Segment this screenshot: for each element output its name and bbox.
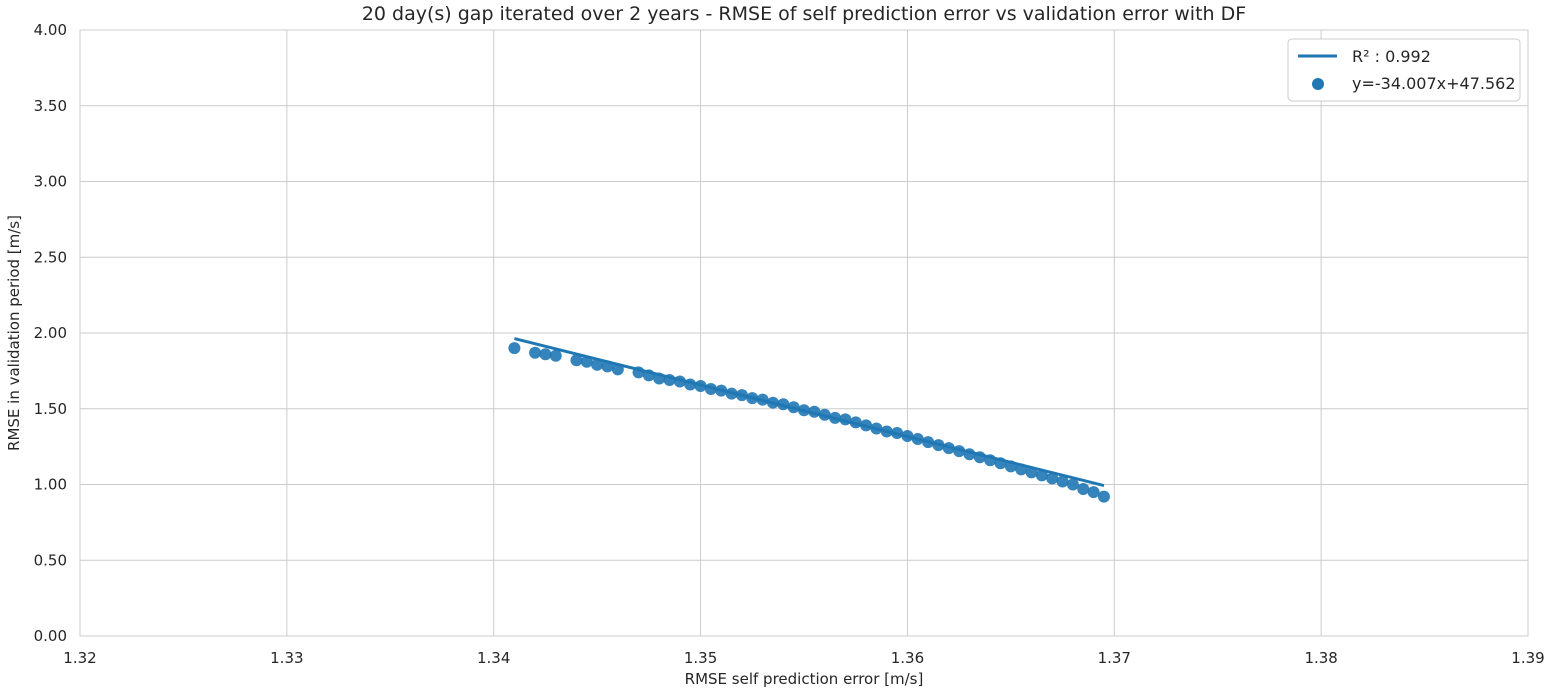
y-tick-label: 3.50 [34,97,67,115]
y-axis-title: RMSE in validation period [m/s] [5,215,23,451]
x-tick-label: 1.33 [270,649,303,667]
scatter-point [1056,475,1069,488]
scatter-point [1046,472,1059,485]
scatter-point [591,358,604,371]
y-tick-label: 1.00 [34,476,67,494]
scatter-point [529,346,542,359]
y-tick-label: 3.00 [34,173,67,191]
y-tick-label: 4.00 [34,21,67,39]
legend-label-line: R² : 0.992 [1352,47,1431,66]
x-tick-label: 1.39 [1511,649,1544,667]
scatter-point [1087,486,1100,499]
plot-frame [79,29,1529,637]
y-tick-label: 0.00 [34,627,67,645]
scatter-point [1077,483,1090,496]
y-tick-label: 0.50 [34,551,67,569]
legend: R² : 0.992 y=-34.007x+47.562 [1287,38,1521,102]
y-tick-label: 2.50 [34,248,67,266]
regression-line [514,337,1105,488]
scatter-point [1066,478,1079,491]
x-tick-label: 1.34 [477,649,510,667]
scatter-point [508,342,521,355]
chart-title: 20 day(s) gap iterated over 2 years - RM… [362,3,1246,25]
legend-marker-swatch [1312,78,1324,90]
x-tick-label: 1.38 [1304,649,1337,667]
x-tick-label: 1.32 [63,649,96,667]
legend-frame [1287,38,1521,102]
scatter-point [539,348,552,361]
scatter-point [570,354,583,367]
y-tick-label: 1.50 [34,400,67,418]
y-tick-label: 2.00 [34,324,67,342]
scatter-point [549,349,562,362]
data-layer [508,337,1110,503]
x-tick-label: 1.35 [684,649,717,667]
tick-labels: 1.32 1.33 1.34 1.35 1.36 1.37 1.38 1.39 0.00 0.50… [34,21,1545,667]
scatter-point [1097,490,1110,503]
x-tick-label: 1.36 [891,649,924,667]
x-axis-title: RMSE self prediction error [m/s] [685,670,924,688]
scatter-point [1035,469,1048,482]
legend-label-scatter: y=-34.007x+47.562 [1352,74,1516,93]
x-tick-label: 1.37 [1098,649,1131,667]
